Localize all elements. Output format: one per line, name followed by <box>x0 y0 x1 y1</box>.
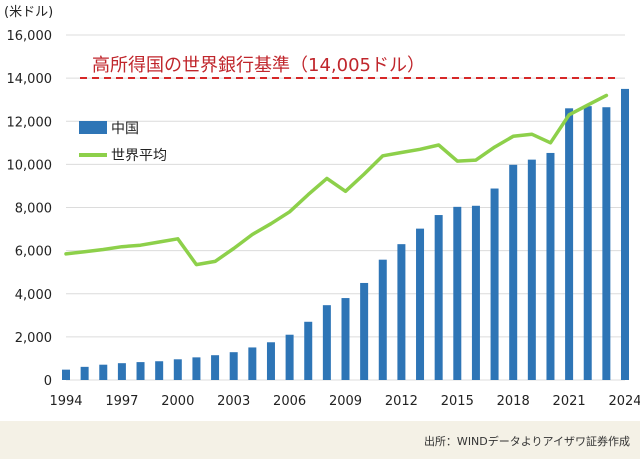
bar-china-2019 <box>527 159 536 380</box>
y-axis-ticks: 0 2,000 4,000 6,000 8,000 10,000 12,000 14,000 1… <box>7 29 53 389</box>
bar-china-2000 <box>173 359 182 380</box>
source-note: 出所：WINDデータよりアイザワ証券作成 <box>423 435 630 448</box>
bar-china-1996 <box>99 364 108 380</box>
bar-china-1997 <box>117 363 126 380</box>
bar-china-2009 <box>341 298 350 380</box>
y-tick-label: 2,000 <box>15 331 52 346</box>
legend: 中国 世界平均 <box>79 121 167 164</box>
legend-label-china: 中国 <box>111 121 139 137</box>
bar-china-2012 <box>397 244 406 380</box>
bar-china-2013 <box>416 228 425 380</box>
bar-china-2022 <box>583 106 592 380</box>
world-average-line <box>64 93 609 267</box>
bar-china-2011 <box>378 259 387 380</box>
bar-china-2018 <box>509 164 518 380</box>
x-tick-label: 2024 <box>608 394 640 409</box>
bar-china-2006 <box>285 334 294 380</box>
y-tick-label: 4,000 <box>15 288 52 303</box>
gridlines <box>66 34 625 381</box>
x-tick-label: 1997 <box>105 394 138 409</box>
bar-china-2001 <box>192 357 201 380</box>
x-tick-label: 2000 <box>161 394 194 409</box>
legend-swatch-china <box>79 121 107 134</box>
x-tick-label: 2009 <box>329 394 362 409</box>
bar-china-1998 <box>136 362 145 380</box>
bar-china-1994 <box>62 369 70 380</box>
bar-china-2007 <box>304 321 313 380</box>
bar-china-2021 <box>565 108 574 380</box>
bar-china-1995 <box>80 366 89 380</box>
bar-china-2020 <box>546 152 555 380</box>
bar-china-2017 <box>490 188 499 380</box>
bar-china-1999 <box>155 361 164 380</box>
y-tick-label: 10,000 <box>7 158 53 173</box>
bar-china-2005 <box>266 342 275 380</box>
x-tick-label: 2006 <box>273 394 306 409</box>
bar-china-2015 <box>453 206 462 380</box>
bar-china-2014 <box>434 215 443 380</box>
bar-china-2008 <box>322 305 331 380</box>
reference-line-label: 高所得国の世界銀行基準（14,005ドル） <box>92 55 425 76</box>
y-tick-label: 6,000 <box>15 245 52 260</box>
footer: 出所：WINDデータよりアイザワ証券作成 <box>0 421 640 459</box>
x-tick-label: 2018 <box>497 394 530 409</box>
bar-china-2003 <box>229 352 238 380</box>
y-tick-label: 16,000 <box>7 29 53 44</box>
bar-china-2002 <box>211 355 220 380</box>
x-tick-label: 2012 <box>385 394 418 409</box>
legend-label-world-average: 世界平均 <box>111 148 167 164</box>
bar-china-2004 <box>248 347 257 380</box>
bar-china-2024 <box>621 88 629 380</box>
y-tick-label: 8,000 <box>15 202 52 217</box>
bar-china-2016 <box>471 205 480 380</box>
bar-china-2023 <box>602 107 611 380</box>
x-axis-ticks: 1994 1997 2000 2003 2006 2009 2012 2015 2018 2021… <box>49 394 640 409</box>
y-axis-unit-label: (米ドル) <box>4 5 53 20</box>
bar-china-2010 <box>360 282 369 380</box>
china-bars <box>62 88 629 380</box>
y-tick-label: 0 <box>44 374 52 389</box>
y-tick-label: 12,000 <box>7 115 53 130</box>
gdp-per-capita-chart: 0 2,000 4,000 6,000 8,000 10,000 12,000 14,000 1… <box>4 5 640 409</box>
x-tick-label: 1994 <box>49 394 82 409</box>
x-tick-label: 2003 <box>217 394 250 409</box>
line-world-average <box>64 93 609 267</box>
y-tick-label: 14,000 <box>7 72 53 87</box>
x-tick-label: 2015 <box>441 394 474 409</box>
x-tick-label: 2021 <box>553 394 586 409</box>
